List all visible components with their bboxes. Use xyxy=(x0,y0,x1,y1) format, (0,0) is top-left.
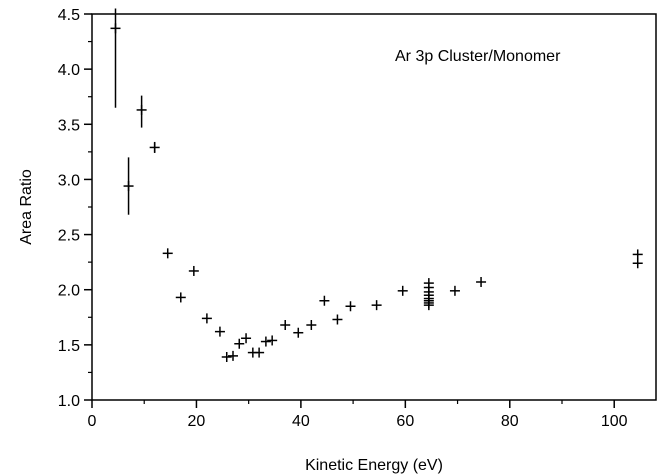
y-tick-label: 1.0 xyxy=(58,393,80,410)
x-tick-label: 40 xyxy=(292,413,310,430)
data-point xyxy=(136,95,147,128)
x-tick-label: 80 xyxy=(501,413,519,430)
data-point xyxy=(371,300,382,311)
x-tick-label: 0 xyxy=(88,413,97,430)
data-point xyxy=(306,320,317,331)
data-point xyxy=(175,292,186,303)
y-tick-label: 2.0 xyxy=(58,283,80,300)
y-tick-label: 3.5 xyxy=(58,117,80,134)
data-point xyxy=(254,347,265,358)
y-tick-label: 1.5 xyxy=(58,338,80,355)
data-point xyxy=(280,320,291,331)
y-tick-label: 3.0 xyxy=(58,172,80,189)
data-point xyxy=(188,265,199,276)
data-point xyxy=(319,295,330,306)
x-axis-title: Kinetic Energy (eV) xyxy=(305,457,443,474)
data-point xyxy=(149,141,160,153)
y-tick-label: 4.0 xyxy=(58,62,80,79)
data-point xyxy=(241,333,252,344)
x-tick-label: 20 xyxy=(188,413,206,430)
plot-frame xyxy=(91,13,657,401)
data-point xyxy=(110,8,121,108)
data-point xyxy=(632,249,643,260)
data-point xyxy=(449,285,460,296)
y-tick-label: 2.5 xyxy=(58,228,80,245)
data-point xyxy=(332,314,343,325)
data-point xyxy=(267,335,278,346)
x-tick-label: 60 xyxy=(396,413,414,430)
data-point xyxy=(123,157,134,215)
data-point xyxy=(234,338,245,349)
data-point xyxy=(632,258,643,269)
data-point xyxy=(162,248,173,259)
y-axis-title: Area Ratio xyxy=(18,169,35,245)
data-point xyxy=(345,301,356,312)
x-axis: 0 20 40 60 80 100 xyxy=(88,400,628,430)
data-point xyxy=(221,351,232,362)
x-tick-label: 100 xyxy=(601,413,628,430)
data-point xyxy=(260,336,271,347)
data-point xyxy=(214,326,225,337)
data-point xyxy=(293,327,304,338)
chart-annotation: Ar 3p Cluster/Monomer xyxy=(395,48,561,65)
data-points xyxy=(110,8,643,362)
data-point xyxy=(476,276,487,287)
data-point xyxy=(201,313,212,324)
data-point xyxy=(228,350,238,361)
y-axis: 1.0 1.5 2.0 2.5 3.0 3.5 4.0 4.5 xyxy=(58,7,92,410)
data-point xyxy=(423,300,434,311)
y-tick-label: 4.5 xyxy=(58,7,80,24)
data-point xyxy=(397,285,408,296)
